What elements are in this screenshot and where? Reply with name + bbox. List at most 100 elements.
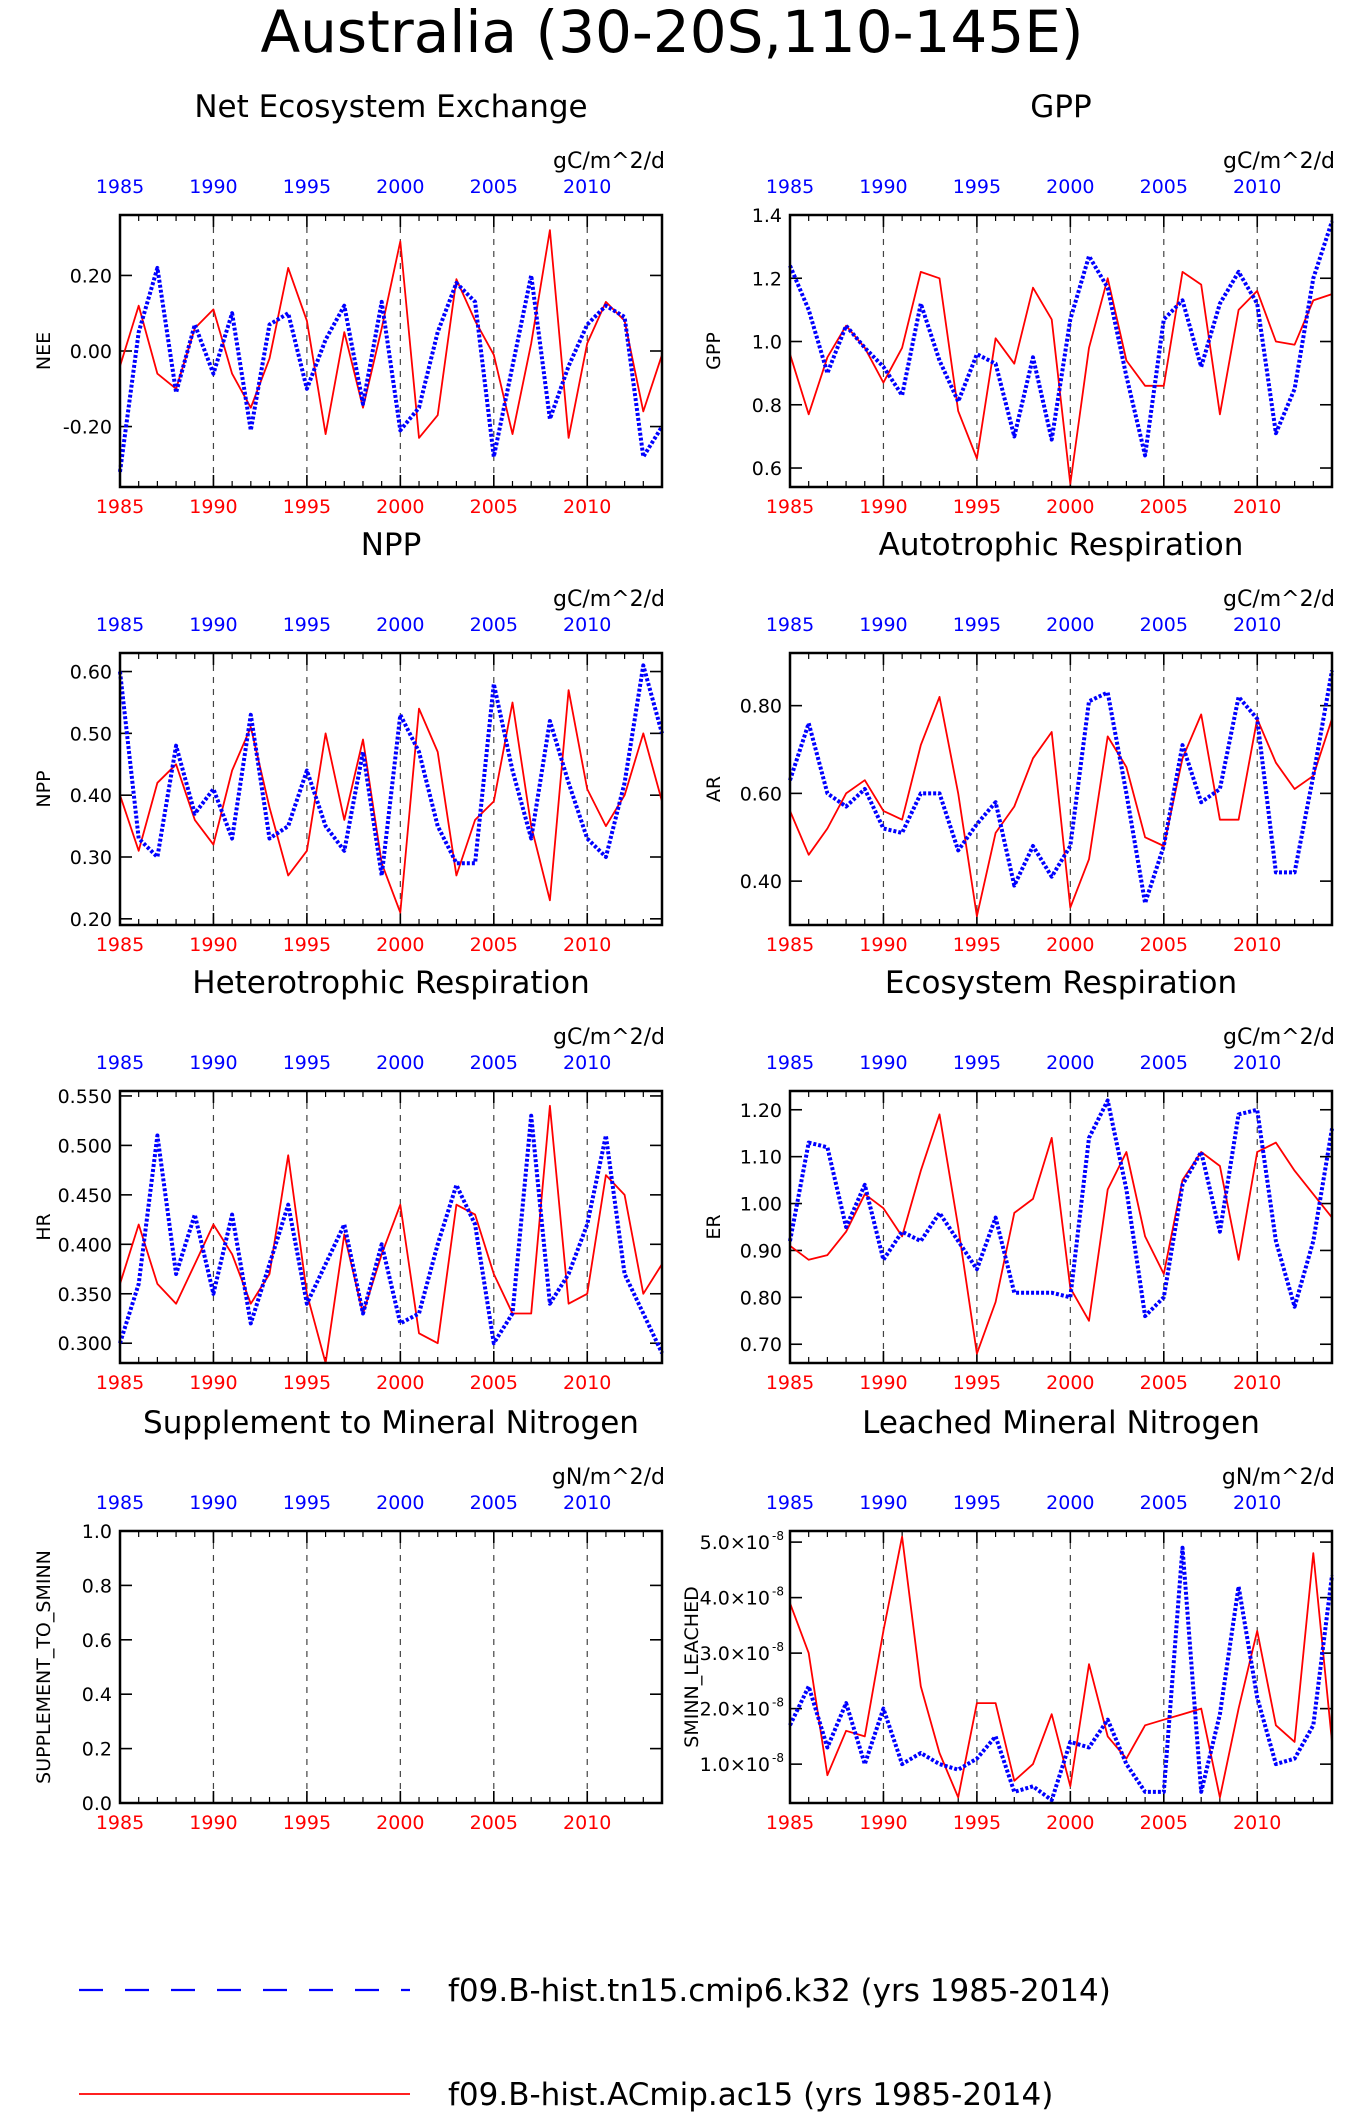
- x-tick-label-bottom: 1985: [766, 1812, 814, 1834]
- series-line-blue: [118, 265, 664, 473]
- x-tick-label-bottom: 2010: [563, 496, 611, 518]
- units-label: gC/m^2/d: [553, 587, 665, 612]
- y-tick-label: 0.40: [740, 871, 782, 893]
- x-tick-label-bottom: 1995: [953, 934, 1001, 956]
- panel-8: Leached Mineral Nitrogen gN/m^2/d 1985 1985…: [681, 1405, 1335, 1834]
- x-tick-label-top: 2010: [1233, 176, 1281, 198]
- y-axis-label: GPP: [703, 332, 725, 370]
- y-tick-label: 0.60: [70, 662, 112, 684]
- panel-title: Ecosystem Respiration: [885, 965, 1237, 1001]
- x-tick-label-top: 1990: [859, 614, 907, 636]
- x-tick-label-bottom: 1985: [766, 934, 814, 956]
- x-tick-label-bottom: 2005: [1140, 1372, 1188, 1394]
- x-tick-label-top: 2000: [1046, 614, 1094, 636]
- x-tick-label-top: 2000: [1046, 1052, 1094, 1074]
- panel-6: Ecosystem Respiration gC/m^2/d 1985 1985 199…: [703, 965, 1335, 1394]
- x-tick-label-bottom: 2010: [1233, 1812, 1281, 1834]
- panel-title: NPP: [361, 527, 422, 563]
- x-tick-label-top: 1985: [766, 1052, 814, 1074]
- x-tick-label-top: 2005: [470, 1492, 518, 1514]
- series-line-red: [119, 689, 663, 914]
- y-axis-label: SUPPLEMENT_TO_SMINN: [33, 1550, 55, 1784]
- x-tick-label-bottom: 2010: [1233, 1372, 1281, 1394]
- y-tick-label: 4.0×10: [700, 1588, 770, 1610]
- units-label: gN/m^2/d: [1222, 1465, 1335, 1490]
- x-tick-label-top: 1995: [283, 176, 331, 198]
- y-tick-label: 5.0×10: [700, 1532, 770, 1554]
- x-tick-label-top: 1985: [96, 1492, 144, 1514]
- y-axis-label: NEE: [33, 332, 55, 370]
- y-tick-label: 0.8: [82, 1575, 112, 1597]
- plot-frame: [118, 651, 664, 927]
- legend-entry: f09.B-hist.ACmip.ac15 (yrs 1985-2014): [448, 2077, 1053, 2113]
- x-tick-label-top: 2005: [470, 176, 518, 198]
- series-line-blue: [788, 1098, 1334, 1319]
- y-tick-label: 2.0×10: [700, 1699, 770, 1721]
- plot-frame: [118, 1089, 664, 1365]
- series-line-blue: [118, 1113, 664, 1354]
- x-tick-label-top: 2000: [376, 176, 424, 198]
- x-tick-label-top: 1990: [189, 614, 237, 636]
- y-tick-label: 0.0: [82, 1793, 112, 1815]
- panel-5: Heterotrophic Respiration gC/m^2/d 1985 198…: [33, 965, 665, 1394]
- x-tick-label-top: 1995: [283, 614, 331, 636]
- x-tick-label-bottom: 1985: [766, 496, 814, 518]
- x-tick-label-bottom: 1985: [96, 496, 144, 518]
- x-tick-label-bottom: 2000: [376, 1372, 424, 1394]
- x-tick-label-bottom: 1985: [96, 1372, 144, 1394]
- figure-title: Australia (30-20S,110-145E): [260, 0, 1083, 66]
- y-tick-label: 0.80: [740, 696, 782, 718]
- panel-1: Net Ecosystem Exchange gC/m^2/d 1985 1985 19…: [33, 89, 665, 518]
- y-tick-exponent: -8: [772, 1696, 784, 1710]
- x-tick-label-top: 1985: [96, 1052, 144, 1074]
- y-tick-label: 0.90: [740, 1240, 782, 1262]
- panel-title: Autotrophic Respiration: [879, 527, 1244, 563]
- x-tick-label-top: 2010: [563, 614, 611, 636]
- x-tick-label-bottom: 2005: [470, 496, 518, 518]
- y-tick-label: 0.300: [58, 1333, 112, 1355]
- plot-frame: [118, 213, 664, 489]
- y-tick-exponent: -8: [772, 1751, 784, 1765]
- y-tick-label: 0.550: [58, 1086, 112, 1108]
- panel-3: NPP gC/m^2/d 1985 1985 1990 1990 1995 1995 2000 2…: [33, 527, 665, 956]
- x-tick-label-bottom: 2005: [470, 934, 518, 956]
- x-tick-label-bottom: 1995: [953, 1812, 1001, 1834]
- units-label: gC/m^2/d: [553, 1025, 665, 1050]
- x-tick-label-bottom: 2000: [376, 496, 424, 518]
- units-label: gN/m^2/d: [552, 1465, 665, 1490]
- x-tick-label-top: 2005: [1140, 614, 1188, 636]
- y-tick-label: 1.10: [740, 1147, 782, 1169]
- units-label: gC/m^2/d: [1223, 1025, 1335, 1050]
- x-tick-label-top: 2000: [376, 614, 424, 636]
- y-tick-label: 0.50: [70, 723, 112, 745]
- series-line-red: [789, 696, 1333, 918]
- y-tick-label: 0.6: [752, 458, 782, 480]
- units-label: gC/m^2/d: [1223, 587, 1335, 612]
- x-tick-label-top: 1985: [766, 1492, 814, 1514]
- x-tick-label-top: 1990: [859, 1052, 907, 1074]
- x-tick-label-top: 1990: [189, 1492, 237, 1514]
- legend: f09.B-hist.tn15.cmip6.k32 (yrs 1985-2014…: [79, 1973, 1111, 2113]
- series-line-red: [789, 270, 1333, 485]
- y-tick-label: 0.00: [70, 341, 112, 363]
- y-tick-label: 0.20: [70, 265, 112, 287]
- x-tick-label-bottom: 1990: [859, 496, 907, 518]
- x-tick-label-top: 2010: [1233, 614, 1281, 636]
- x-tick-label-bottom: 1995: [283, 1812, 331, 1834]
- panel-7: Supplement to Mineral Nitrogen gN/m^2/d 19…: [33, 1405, 665, 1834]
- y-tick-label: 1.0: [752, 332, 782, 354]
- x-tick-label-bottom: 1990: [189, 1372, 237, 1394]
- x-tick-label-top: 1990: [189, 1052, 237, 1074]
- x-tick-label-top: 1995: [283, 1052, 331, 1074]
- x-tick-label-top: 1995: [953, 1492, 1001, 1514]
- y-tick-label: 0.400: [58, 1234, 112, 1256]
- x-tick-label-bottom: 1990: [189, 934, 237, 956]
- y-tick-exponent: -8: [772, 1529, 784, 1543]
- x-tick-label-top: 1995: [953, 176, 1001, 198]
- x-tick-label-top: 2010: [1233, 1052, 1281, 1074]
- x-tick-label-top: 2005: [470, 1052, 518, 1074]
- x-tick-label-top: 1995: [283, 1492, 331, 1514]
- y-axis-label: ER: [703, 1214, 725, 1239]
- x-tick-label-bottom: 2000: [1046, 496, 1094, 518]
